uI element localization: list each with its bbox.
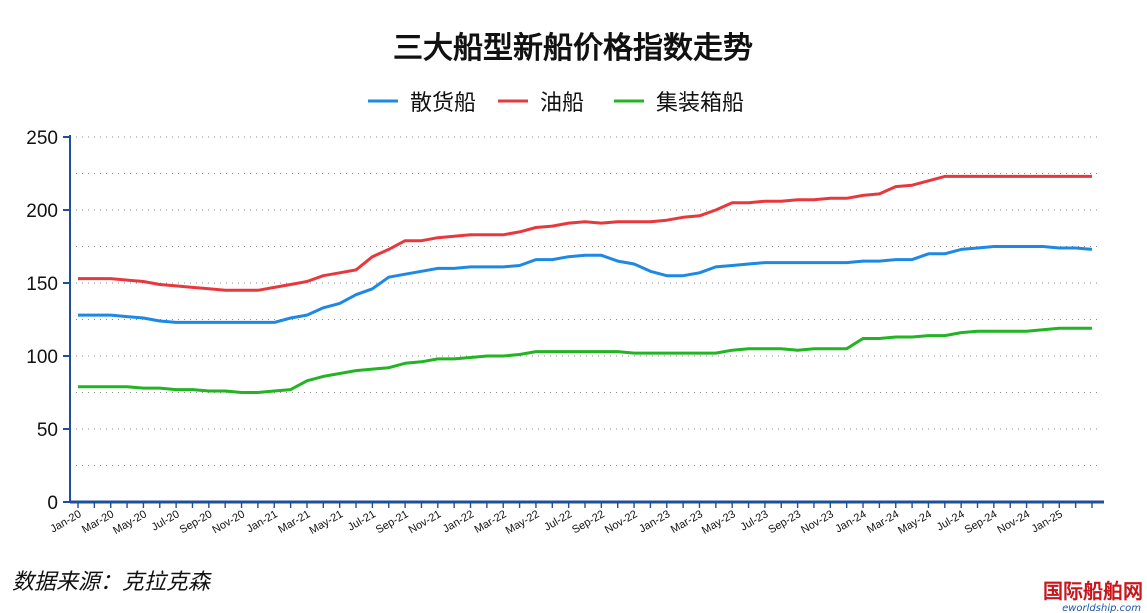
series-line-1 bbox=[78, 174, 1092, 292]
series-line-2 bbox=[78, 326, 1092, 394]
x-tick-label: Jul-24 bbox=[935, 508, 967, 533]
y-axis: 0 50 100 150 200 250 bbox=[26, 128, 71, 514]
watermark-main: 国际船舶网 bbox=[1043, 579, 1143, 603]
x-tick-label: May-20 bbox=[111, 508, 149, 537]
x-tick-label: Nov-21 bbox=[407, 508, 444, 536]
x-tick-label: Mar-24 bbox=[865, 508, 901, 536]
watermark-logo: 国际船舶网 eworldship.com bbox=[1043, 579, 1143, 613]
x-tick-label: May-24 bbox=[896, 508, 934, 537]
x-tick-label: Mar-22 bbox=[473, 508, 509, 536]
x-tick-label: Jul-21 bbox=[346, 508, 378, 533]
x-tick-label: Sep-20 bbox=[178, 508, 215, 536]
x-tick-label: Mar-20 bbox=[80, 508, 116, 536]
y-tick-label: 50 bbox=[37, 420, 58, 441]
x-tick-label: Sep-24 bbox=[963, 508, 1000, 536]
x-tick-label: Jan-23 bbox=[637, 508, 672, 535]
gridlines bbox=[70, 136, 1100, 503]
x-tick-label: May-23 bbox=[700, 508, 738, 537]
legend: 散货船 油船 集装箱船 bbox=[368, 91, 744, 116]
y-tick-label: 150 bbox=[26, 274, 58, 295]
watermark-sub: eworldship.com bbox=[1062, 603, 1141, 613]
x-tick-label: Sep-21 bbox=[374, 508, 411, 536]
x-tick-label: Jul-20 bbox=[150, 508, 182, 533]
x-tick-label: Nov-24 bbox=[995, 508, 1032, 536]
x-tick-label: May-21 bbox=[307, 508, 345, 537]
x-tick-label: Nov-23 bbox=[799, 508, 836, 536]
y-tick-label: 100 bbox=[26, 347, 58, 368]
chart-title: 三大船型新船价格指数走势 bbox=[393, 31, 753, 66]
x-tick-label: Jul-23 bbox=[738, 508, 770, 533]
x-tick-label: Nov-22 bbox=[603, 508, 640, 536]
x-tick-label: Jan-22 bbox=[441, 508, 476, 535]
x-tick-label: Mar-21 bbox=[276, 508, 312, 536]
y-tick-label: 200 bbox=[26, 201, 58, 222]
x-tick-label: May-22 bbox=[504, 508, 542, 537]
x-tick-label: Jan-21 bbox=[245, 508, 280, 535]
source-note: 数据来源：克拉克森 bbox=[12, 570, 212, 595]
x-tick-label: Jan-24 bbox=[833, 508, 868, 535]
y-tick-label: 250 bbox=[26, 128, 58, 149]
x-tick-label: Sep-22 bbox=[570, 508, 607, 536]
series-lines bbox=[78, 174, 1093, 394]
x-tick-label: Jan-25 bbox=[1030, 508, 1065, 535]
x-tick-label: Jul-22 bbox=[542, 508, 574, 533]
legend-label-2: 集装箱船 bbox=[656, 91, 744, 116]
y-tick-label: 0 bbox=[47, 493, 58, 514]
legend-label-0: 散货船 bbox=[410, 91, 476, 116]
x-tick-label: Mar-23 bbox=[669, 508, 705, 536]
legend-label-1: 油船 bbox=[540, 91, 584, 116]
x-tick-label: Sep-23 bbox=[766, 508, 803, 536]
x-tick-label: Nov-20 bbox=[210, 508, 247, 536]
series-line-0 bbox=[78, 245, 1093, 324]
